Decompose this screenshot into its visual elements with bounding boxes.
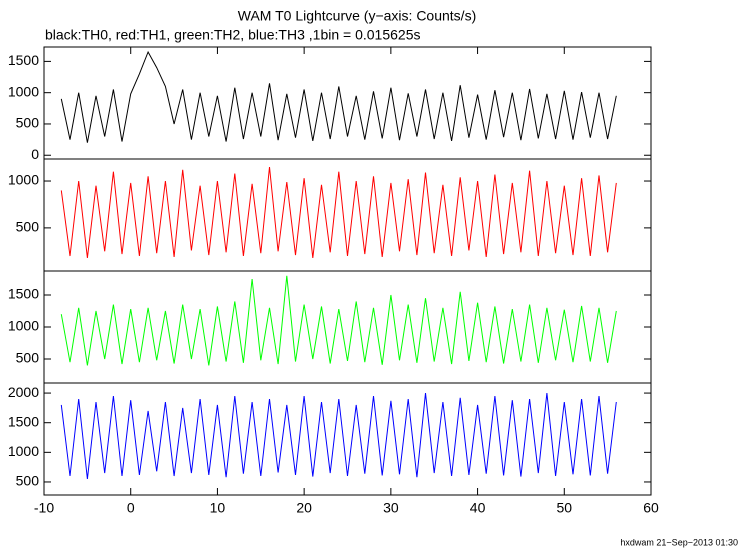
y-tick-label: 1000 [8, 443, 39, 459]
y-tick-label: 2000 [8, 384, 39, 400]
x-tick-label: 40 [470, 500, 486, 516]
panel-frame [43, 46, 652, 160]
panel-frame [43, 382, 652, 496]
x-tick-label: 0 [127, 500, 135, 516]
panel-frame [43, 270, 652, 384]
y-tick-label: 1000 [8, 318, 39, 334]
x-tick-label: 10 [210, 500, 226, 516]
y-tick-label: 1500 [8, 286, 39, 302]
chart-title: WAM T0 Lightcurve (y−axis: Counts/s) [238, 8, 476, 24]
chart-subtitle: black:TH0, red:TH1, green:TH2, blue:TH3 … [45, 27, 420, 43]
x-tick-label: 60 [643, 500, 659, 516]
light-curve [60, 275, 617, 366]
y-tick-label: 0 [31, 146, 39, 162]
footer: hxdwam 21−Sep−2013 01:30 [620, 537, 738, 547]
light-curve [60, 166, 617, 258]
y-tick-label: 500 [16, 115, 40, 131]
y-tick-label: 1000 [8, 83, 39, 99]
light-curve [60, 50, 617, 143]
y-tick-label: 500 [16, 219, 40, 235]
y-tick-label: 1500 [8, 52, 39, 68]
y-tick-label: 1000 [8, 172, 39, 188]
x-tick-label: 50 [556, 500, 572, 516]
x-tick-label: 30 [383, 500, 399, 516]
x-tick-label: -10 [34, 500, 54, 516]
y-tick-label: 1500 [8, 413, 39, 429]
x-tick-label: 20 [296, 500, 312, 516]
y-tick-label: 500 [16, 473, 40, 489]
light-curve [60, 393, 617, 480]
y-tick-label: 500 [16, 350, 40, 366]
